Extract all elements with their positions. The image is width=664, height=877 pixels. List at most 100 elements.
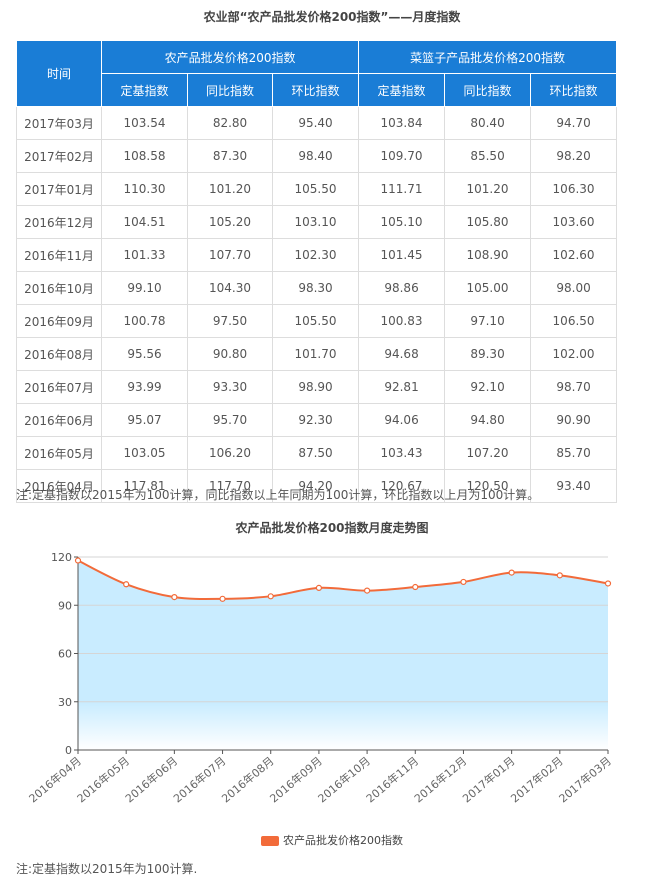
cell-value: 103.43 [358,436,446,470]
cell-value: 98.70 [530,370,618,404]
table-row: 2017年03月 103.54 82.80 95.40 103.84 80.40 94.70 [16,106,618,140]
cell-value: 98.40 [271,139,360,173]
cell-value: 101.45 [358,238,446,272]
table-note: 注:定基指数以2015年为100计算，同比指数以上年同期为100计算，环比指数以… [16,488,540,502]
x-tick-label: 2016年05月 [74,754,132,806]
cell-value: 104.51 [101,205,188,239]
cell-value: 107.70 [187,238,273,272]
data-point [171,593,178,601]
cell-value: 101.20 [187,172,273,206]
chart-title: 农产品批发价格200指数月度走势图 [235,521,429,535]
cell-value: 106.50 [530,304,618,338]
index-table: 时间 农产品批发价格200指数 菜篮子产品批发价格200指数 定基指数 同比指数… [16,40,618,503]
sub-header: 定基指数 [101,73,188,107]
cell-month: 2016年11月 [16,238,102,272]
table-row: 2016年11月 101.33 107.70 102.30 101.45 108.90 10… [16,238,618,272]
data-point [315,584,323,592]
x-tick-label: 2017年02月 [508,754,566,806]
cell-value: 95.40 [271,106,360,140]
legend-label: 农产品批发价格200指数 [283,834,403,847]
table-body: 2017年03月 103.54 82.80 95.40 103.84 80.40 94.70… [16,106,618,503]
cell-value: 92.81 [358,370,446,404]
x-tick-label: 2016年06月 [122,754,180,806]
cell-month: 2016年04月 [16,469,102,503]
table-row: 2016年04月 117.81 117.70 94.20 120.67 120.50 93.… [16,469,618,503]
cell-value: 108.90 [444,238,532,272]
time-header: 时间 [16,40,102,107]
data-point [508,569,515,576]
x-tick-label: 2016年07月 [170,754,228,806]
cell-value: 102.60 [530,238,618,272]
table-row: 2016年05月 103.05 106.20 87.50 103.43 107.20 85.… [16,436,618,470]
cell-value: 105.50 [271,172,360,206]
cell-value: 85.70 [530,436,618,470]
sub-header: 同比指数 [187,73,273,107]
y-tick-label: 0 [65,744,72,757]
table-row: 2016年10月 99.10 104.30 98.30 98.86 105.00 98.00 [16,271,618,305]
table-row: 2016年12月 104.51 105.20 103.10 105.10 105.80 10… [16,205,618,239]
group-header-basket: 菜篮子产品批发价格200指数 [358,40,618,74]
cell-value: 108.58 [101,139,188,173]
cell-value: 98.20 [530,139,618,173]
legend-swatch [261,836,279,846]
cell-value: 110.30 [101,172,188,206]
table-row: 2016年06月 95.07 95.70 92.30 94.06 94.80 90.90 [16,403,618,437]
cell-value: 103.05 [101,436,188,470]
y-tick-label: 120 [51,551,72,564]
y-tick-label: 90 [58,599,72,612]
cell-value: 101.33 [101,238,188,272]
data-point [123,581,130,588]
cell-value: 102.00 [530,337,618,371]
cell-value: 95.56 [101,337,188,371]
x-tick-label: 2016年04月 [26,754,84,806]
cell-value: 103.54 [101,106,188,140]
cell-month: 2016年09月 [16,304,102,338]
cell-value: 82.80 [187,106,273,140]
x-tick-label: 2016年11月 [363,754,421,806]
data-point [412,583,419,591]
cell-value: 93.30 [187,370,273,404]
y-tick-label: 60 [58,648,72,661]
cell-value: 105.20 [187,205,273,239]
cell-value: 104.30 [187,271,273,305]
group-header-agri: 农产品批发价格200指数 [100,40,360,74]
cell-value: 94.80 [444,403,532,437]
data-point [460,578,467,586]
cell-month: 2016年05月 [16,436,102,470]
cell-value: 102.30 [271,238,360,272]
cell-value: 90.80 [187,337,273,371]
chart-legend[interactable]: 农产品批发价格200指数 [0,832,664,848]
cell-value: 103.60 [530,205,618,239]
data-point [604,580,612,587]
cell-value: 103.10 [271,205,360,239]
series-line [77,559,609,600]
cell-value: 100.83 [358,304,446,338]
cell-value: 89.30 [444,337,532,371]
cell-value: 106.20 [187,436,273,470]
data-point [219,595,226,602]
cell-value: 90.90 [530,403,618,437]
cell-value: 101.70 [271,337,360,371]
cell-value: 107.20 [444,436,532,470]
cell-value: 80.40 [444,106,532,140]
cell-value: 94.06 [358,403,446,437]
table-row: 2016年08月 95.56 90.80 101.70 94.68 89.30 102.00 [16,337,618,371]
cell-value: 97.50 [187,304,273,338]
cell-month: 2016年07月 [16,370,102,404]
table-row: 2016年07月 93.99 93.30 98.90 92.81 92.10 98.70 [16,370,618,404]
cell-month: 2016年10月 [16,271,102,305]
page-title: 农业部“农产品批发价格200指数”——月度指数 [203,10,461,24]
cell-value: 105.80 [444,205,532,239]
cell-value: 105.00 [444,271,532,305]
cell-value: 98.86 [358,271,446,305]
trend-chart: 03060901202016年04月2016年05月2016年06月2016年0… [26,551,614,806]
series-area [78,560,608,750]
data-point [363,587,371,594]
cell-value: 97.10 [444,304,532,338]
table-row: 2017年01月 110.30 101.20 105.50 111.71 101.20 10… [16,172,618,206]
chart-note: 注:定基指数以2015年为100计算. [16,862,198,876]
cell-value: 87.50 [271,436,360,470]
cell-value: 98.00 [530,271,618,305]
cell-value: 106.30 [530,172,618,206]
cell-value: 103.84 [358,106,446,140]
